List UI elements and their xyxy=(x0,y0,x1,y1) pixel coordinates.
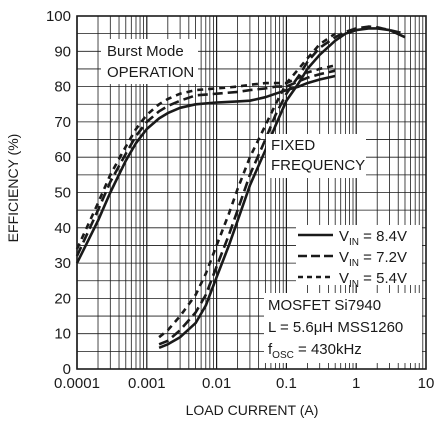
mosfet-label: MOSFET Si7940 xyxy=(268,297,381,314)
x-tick-label: 0.1 xyxy=(276,375,297,392)
burst-operation-label: OPERATION xyxy=(107,64,194,81)
y-axis-title: EFFICIENCY (%) xyxy=(5,134,21,243)
tick-labels: 0 10 20 30 40 50 60 70 80 90 100 0.0001 0.001 0.01 0.1… xyxy=(46,8,434,392)
y-tick-label: 100 xyxy=(46,8,71,25)
x-axis-title: LOAD CURRENT (A) xyxy=(186,402,319,418)
y-tick-label: 80 xyxy=(54,79,71,96)
x-tick-label: 1 xyxy=(352,375,360,392)
y-tick-label: 40 xyxy=(54,220,71,237)
series-line xyxy=(75,88,287,264)
y-tick-label: 20 xyxy=(54,290,71,307)
inductor-label: L = 5.6μH MSS1260 xyxy=(268,319,403,336)
y-tick-label: 30 xyxy=(54,255,71,272)
series-line xyxy=(285,64,336,85)
series-line xyxy=(75,85,287,257)
burst-mode-label: Burst Mode xyxy=(107,43,184,60)
conditions-box: MOSFET Si7940 L = 5.6μH MSS1260 fOSC = 4… xyxy=(264,293,422,363)
plot-frame xyxy=(76,15,427,370)
x-tick-label: 0.0001 xyxy=(54,375,100,392)
x-tick-label: 0.001 xyxy=(128,375,166,392)
frequency-label: FREQUENCY xyxy=(271,157,365,174)
series-line xyxy=(158,27,406,350)
series-line xyxy=(75,81,287,250)
y-tick-label: 10 xyxy=(54,326,71,343)
series-line xyxy=(158,32,336,339)
legend: VIN = 8.4V VIN = 7.2V VIN = 5.4V xyxy=(296,225,422,290)
series-line xyxy=(158,25,406,346)
legend-entry-2: VIN = 7.2V xyxy=(339,249,407,269)
y-tick-label: 70 xyxy=(54,114,71,131)
y-tick-label: 60 xyxy=(54,149,71,166)
y-tick-label: 50 xyxy=(54,185,71,202)
y-tick-label: 90 xyxy=(54,43,71,60)
y-tick-label: 0 xyxy=(63,361,71,378)
legend-entry-1: VIN = 8.4V xyxy=(339,228,407,248)
series-line xyxy=(286,74,336,92)
conditions-bg xyxy=(264,293,422,363)
series-layer xyxy=(75,25,406,350)
x-tick-label: 0.01 xyxy=(202,375,231,392)
fixed-label-bg xyxy=(266,134,366,178)
series-line xyxy=(285,69,336,88)
burst-label-bg xyxy=(101,39,198,84)
legend-entry-3: VIN = 5.4V xyxy=(339,270,407,290)
fosc-label: fOSC = 430kHz xyxy=(268,341,362,361)
x-tick-label: 10 xyxy=(418,375,435,392)
fixed-label: FIXED xyxy=(271,137,315,154)
